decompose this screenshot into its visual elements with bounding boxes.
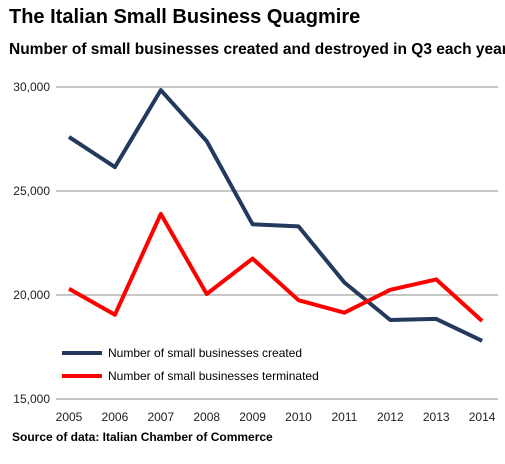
series-line	[68, 211, 484, 323]
y-tick-label: 25,000	[13, 184, 50, 198]
series-lines	[67, 88, 484, 343]
legend: Number of small businesses created Number…	[62, 346, 319, 383]
y-axis-tick-labels: 15,000 20,000 25,000 30,000	[13, 80, 50, 406]
series-created-line	[67, 88, 483, 343]
y-tick-label: 15,000	[13, 392, 50, 406]
y-tick-label: 20,000	[13, 288, 50, 302]
x-tick-label: 2010	[285, 410, 312, 424]
x-tick-label: 2009	[239, 410, 266, 424]
x-tick-label: 2012	[377, 410, 404, 424]
x-tick-label: 2005	[56, 410, 83, 424]
x-tick-label: 2008	[193, 410, 220, 424]
series-terminated-line	[68, 211, 484, 323]
x-tick-label: 2013	[423, 410, 450, 424]
grid-lines	[56, 86, 498, 296]
y-tick-label: 30,000	[13, 80, 50, 94]
series-line	[67, 88, 483, 343]
x-axis-tick-labels: 2005 2006 2007 2008 2009 2010 2011 2012 2013 2014	[56, 410, 496, 424]
legend-label: Number of small businesses terminated	[108, 369, 319, 383]
chart-subtitle: Number of small businesses created and d…	[9, 41, 505, 58]
x-tick-label: 2014	[469, 410, 496, 424]
x-tick-label: 2011	[331, 410, 357, 424]
x-tick-label: 2007	[147, 410, 174, 424]
legend-label: Number of small businesses created	[108, 346, 302, 360]
chart-title: The Italian Small Business Quagmire	[9, 6, 361, 28]
chart-source: Source of data: Italian Chamber of Comme…	[12, 430, 273, 444]
x-tick-label: 2006	[102, 410, 129, 424]
